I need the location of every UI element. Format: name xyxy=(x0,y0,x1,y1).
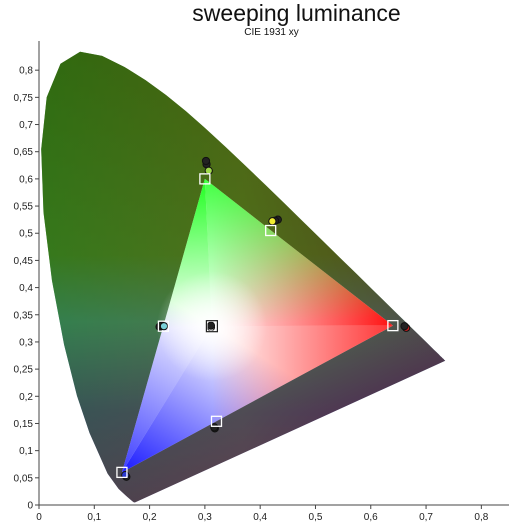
y-tick-label: 0,1 xyxy=(19,446,33,457)
plot-area xyxy=(41,51,446,503)
y-tick-label: 0,35 xyxy=(14,310,34,321)
x-tick-label: 0,3 xyxy=(198,512,212,523)
axes: 0 0,1 0,2 0,3 0,4 0,5 0,6 0,7 0,8 0 0,05 0,1 0,15 0,2… xyxy=(14,41,509,523)
measured-point xyxy=(400,322,409,331)
y-tick-label: 0 xyxy=(27,501,33,512)
data-marks xyxy=(116,156,411,481)
chart-title: sweeping luminance xyxy=(192,0,401,26)
y-tick-label: 0,4 xyxy=(19,283,33,294)
x-tick-label: 0,6 xyxy=(364,512,378,523)
measured-point xyxy=(268,217,277,226)
white-target-square xyxy=(205,320,219,333)
x-tick-label: 0,7 xyxy=(419,512,433,523)
y-tick-label: 0,05 xyxy=(14,473,34,484)
x-tick-label: 0,2 xyxy=(143,512,157,523)
target-square xyxy=(210,415,223,427)
target-square xyxy=(265,224,277,237)
target-square xyxy=(387,319,399,332)
y-tick-label: 0,45 xyxy=(14,256,34,267)
x-tick-label: 0,4 xyxy=(253,512,267,523)
target-square xyxy=(157,320,170,332)
x-tick-label: 0,8 xyxy=(474,512,488,523)
target-square xyxy=(199,173,211,185)
y-tick-label: 0,5 xyxy=(19,229,33,240)
y-tick-label: 0,25 xyxy=(14,365,34,376)
y-tick-label: 0,6 xyxy=(19,174,33,185)
x-tick-label: 0,1 xyxy=(87,512,101,523)
y-tick-label: 0,7 xyxy=(19,120,33,131)
y-tick-label: 0,8 xyxy=(19,66,33,77)
x-tick-label: 0 xyxy=(36,512,42,523)
measured-point xyxy=(210,423,219,432)
y-tick-label: 0,3 xyxy=(19,337,33,348)
y-tick-label: 0,15 xyxy=(14,419,34,430)
x-tick-label: 0,5 xyxy=(309,512,323,523)
measured-point xyxy=(159,322,169,331)
y-tick-label: 0,65 xyxy=(14,147,34,158)
y-tick-label: 0,2 xyxy=(19,392,33,403)
y-tick-label: 0,55 xyxy=(14,202,34,213)
y-tick-label: 0,75 xyxy=(14,93,34,104)
measured-point xyxy=(206,321,216,330)
chart-subtitle: CIE 1931 xy xyxy=(244,27,299,38)
target-square xyxy=(116,466,128,479)
measured-point xyxy=(201,156,211,166)
